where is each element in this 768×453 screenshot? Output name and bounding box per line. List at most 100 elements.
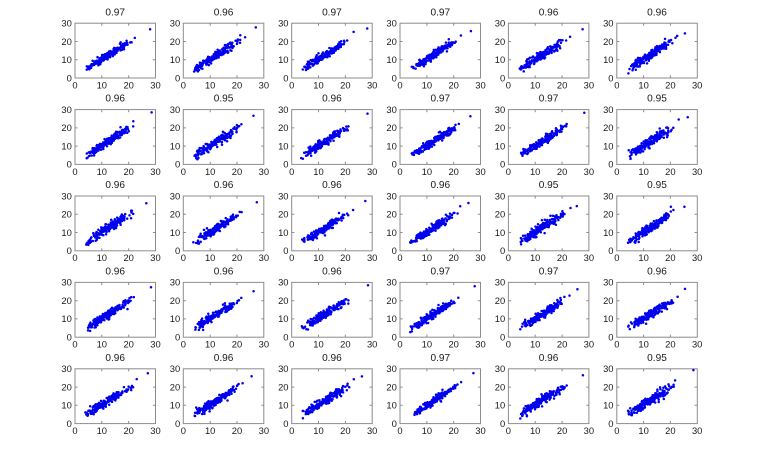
svg-text:30: 30 [692,79,702,90]
svg-text:10: 10 [278,54,288,65]
svg-text:10: 10 [422,425,432,436]
svg-text:20: 20 [123,252,133,263]
svg-text:10: 10 [386,227,396,238]
svg-text:20: 20 [495,295,505,306]
svg-text:10: 10 [638,425,648,436]
svg-text:10: 10 [205,166,215,177]
svg-text:20: 20 [448,252,458,263]
svg-text:0.96: 0.96 [322,180,342,191]
svg-text:10: 10 [97,425,107,436]
svg-text:10: 10 [97,339,107,350]
svg-text:30: 30 [692,252,702,263]
svg-text:30: 30 [386,363,396,374]
svg-text:0: 0 [506,166,511,177]
svg-text:0.97: 0.97 [430,267,450,278]
svg-text:20: 20 [170,295,180,306]
svg-text:20: 20 [448,425,458,436]
svg-text:20: 20 [603,122,613,133]
svg-text:0: 0 [506,79,511,90]
svg-text:0: 0 [67,72,72,83]
svg-text:0: 0 [67,159,72,170]
svg-text:10: 10 [205,339,215,350]
svg-text:0: 0 [175,245,180,256]
svg-text:0: 0 [283,159,288,170]
svg-text:0: 0 [392,72,397,83]
svg-text:30: 30 [170,277,180,288]
svg-text:20: 20 [232,252,242,263]
svg-text:10: 10 [278,227,288,238]
svg-text:20: 20 [665,166,675,177]
svg-text:10: 10 [97,252,107,263]
svg-text:30: 30 [170,104,180,115]
svg-text:0: 0 [289,79,294,90]
svg-text:10: 10 [278,400,288,411]
svg-text:30: 30 [170,363,180,374]
svg-text:0.97: 0.97 [430,353,450,364]
svg-text:20: 20 [61,36,71,47]
svg-text:10: 10 [170,313,180,324]
svg-text:30: 30 [150,425,160,436]
svg-text:0: 0 [506,339,511,350]
svg-text:0: 0 [72,339,77,350]
svg-text:0.97: 0.97 [322,7,342,18]
svg-text:20: 20 [603,295,613,306]
svg-text:20: 20 [557,79,567,90]
svg-text:30: 30 [278,190,288,201]
svg-text:30: 30 [603,190,613,201]
svg-text:0: 0 [181,425,186,436]
svg-text:30: 30 [61,18,71,29]
svg-text:20: 20 [495,381,505,392]
svg-text:20: 20 [386,122,396,133]
svg-text:20: 20 [448,166,458,177]
svg-text:20: 20 [61,122,71,133]
svg-text:10: 10 [495,313,505,324]
svg-text:0.96: 0.96 [539,7,559,18]
svg-text:0: 0 [506,425,511,436]
svg-text:20: 20 [495,209,505,220]
svg-text:0.96: 0.96 [105,94,125,105]
svg-text:30: 30 [61,104,71,115]
svg-text:30: 30 [278,18,288,29]
svg-text:0: 0 [67,332,72,343]
svg-text:30: 30 [603,18,613,29]
svg-text:10: 10 [638,79,648,90]
svg-text:10: 10 [313,79,323,90]
svg-text:30: 30 [278,363,288,374]
svg-text:20: 20 [448,79,458,90]
svg-text:30: 30 [495,18,505,29]
svg-text:0: 0 [397,339,402,350]
svg-text:20: 20 [61,381,71,392]
svg-text:30: 30 [692,425,702,436]
svg-text:30: 30 [150,166,160,177]
svg-text:20: 20 [603,36,613,47]
svg-text:30: 30 [603,363,613,374]
svg-text:0: 0 [175,332,180,343]
svg-text:0.97: 0.97 [430,7,450,18]
svg-text:0: 0 [614,166,619,177]
svg-text:30: 30 [170,190,180,201]
svg-text:20: 20 [495,122,505,133]
svg-text:30: 30 [603,277,613,288]
svg-text:10: 10 [278,313,288,324]
svg-text:0: 0 [181,252,186,263]
svg-text:20: 20 [232,79,242,90]
svg-text:0.95: 0.95 [647,353,667,364]
svg-text:30: 30 [278,277,288,288]
svg-text:10: 10 [313,425,323,436]
svg-text:0: 0 [608,418,613,429]
svg-text:20: 20 [448,339,458,350]
svg-text:10: 10 [530,339,540,350]
svg-text:30: 30 [386,190,396,201]
svg-text:0: 0 [392,159,397,170]
svg-text:10: 10 [205,425,215,436]
svg-text:30: 30 [475,79,485,90]
svg-text:30: 30 [150,252,160,263]
svg-text:20: 20 [278,36,288,47]
svg-text:20: 20 [557,339,567,350]
svg-text:0.95: 0.95 [647,180,667,191]
svg-text:30: 30 [170,18,180,29]
svg-text:0: 0 [614,252,619,263]
svg-text:30: 30 [495,363,505,374]
svg-text:10: 10 [313,252,323,263]
svg-text:0: 0 [283,418,288,429]
